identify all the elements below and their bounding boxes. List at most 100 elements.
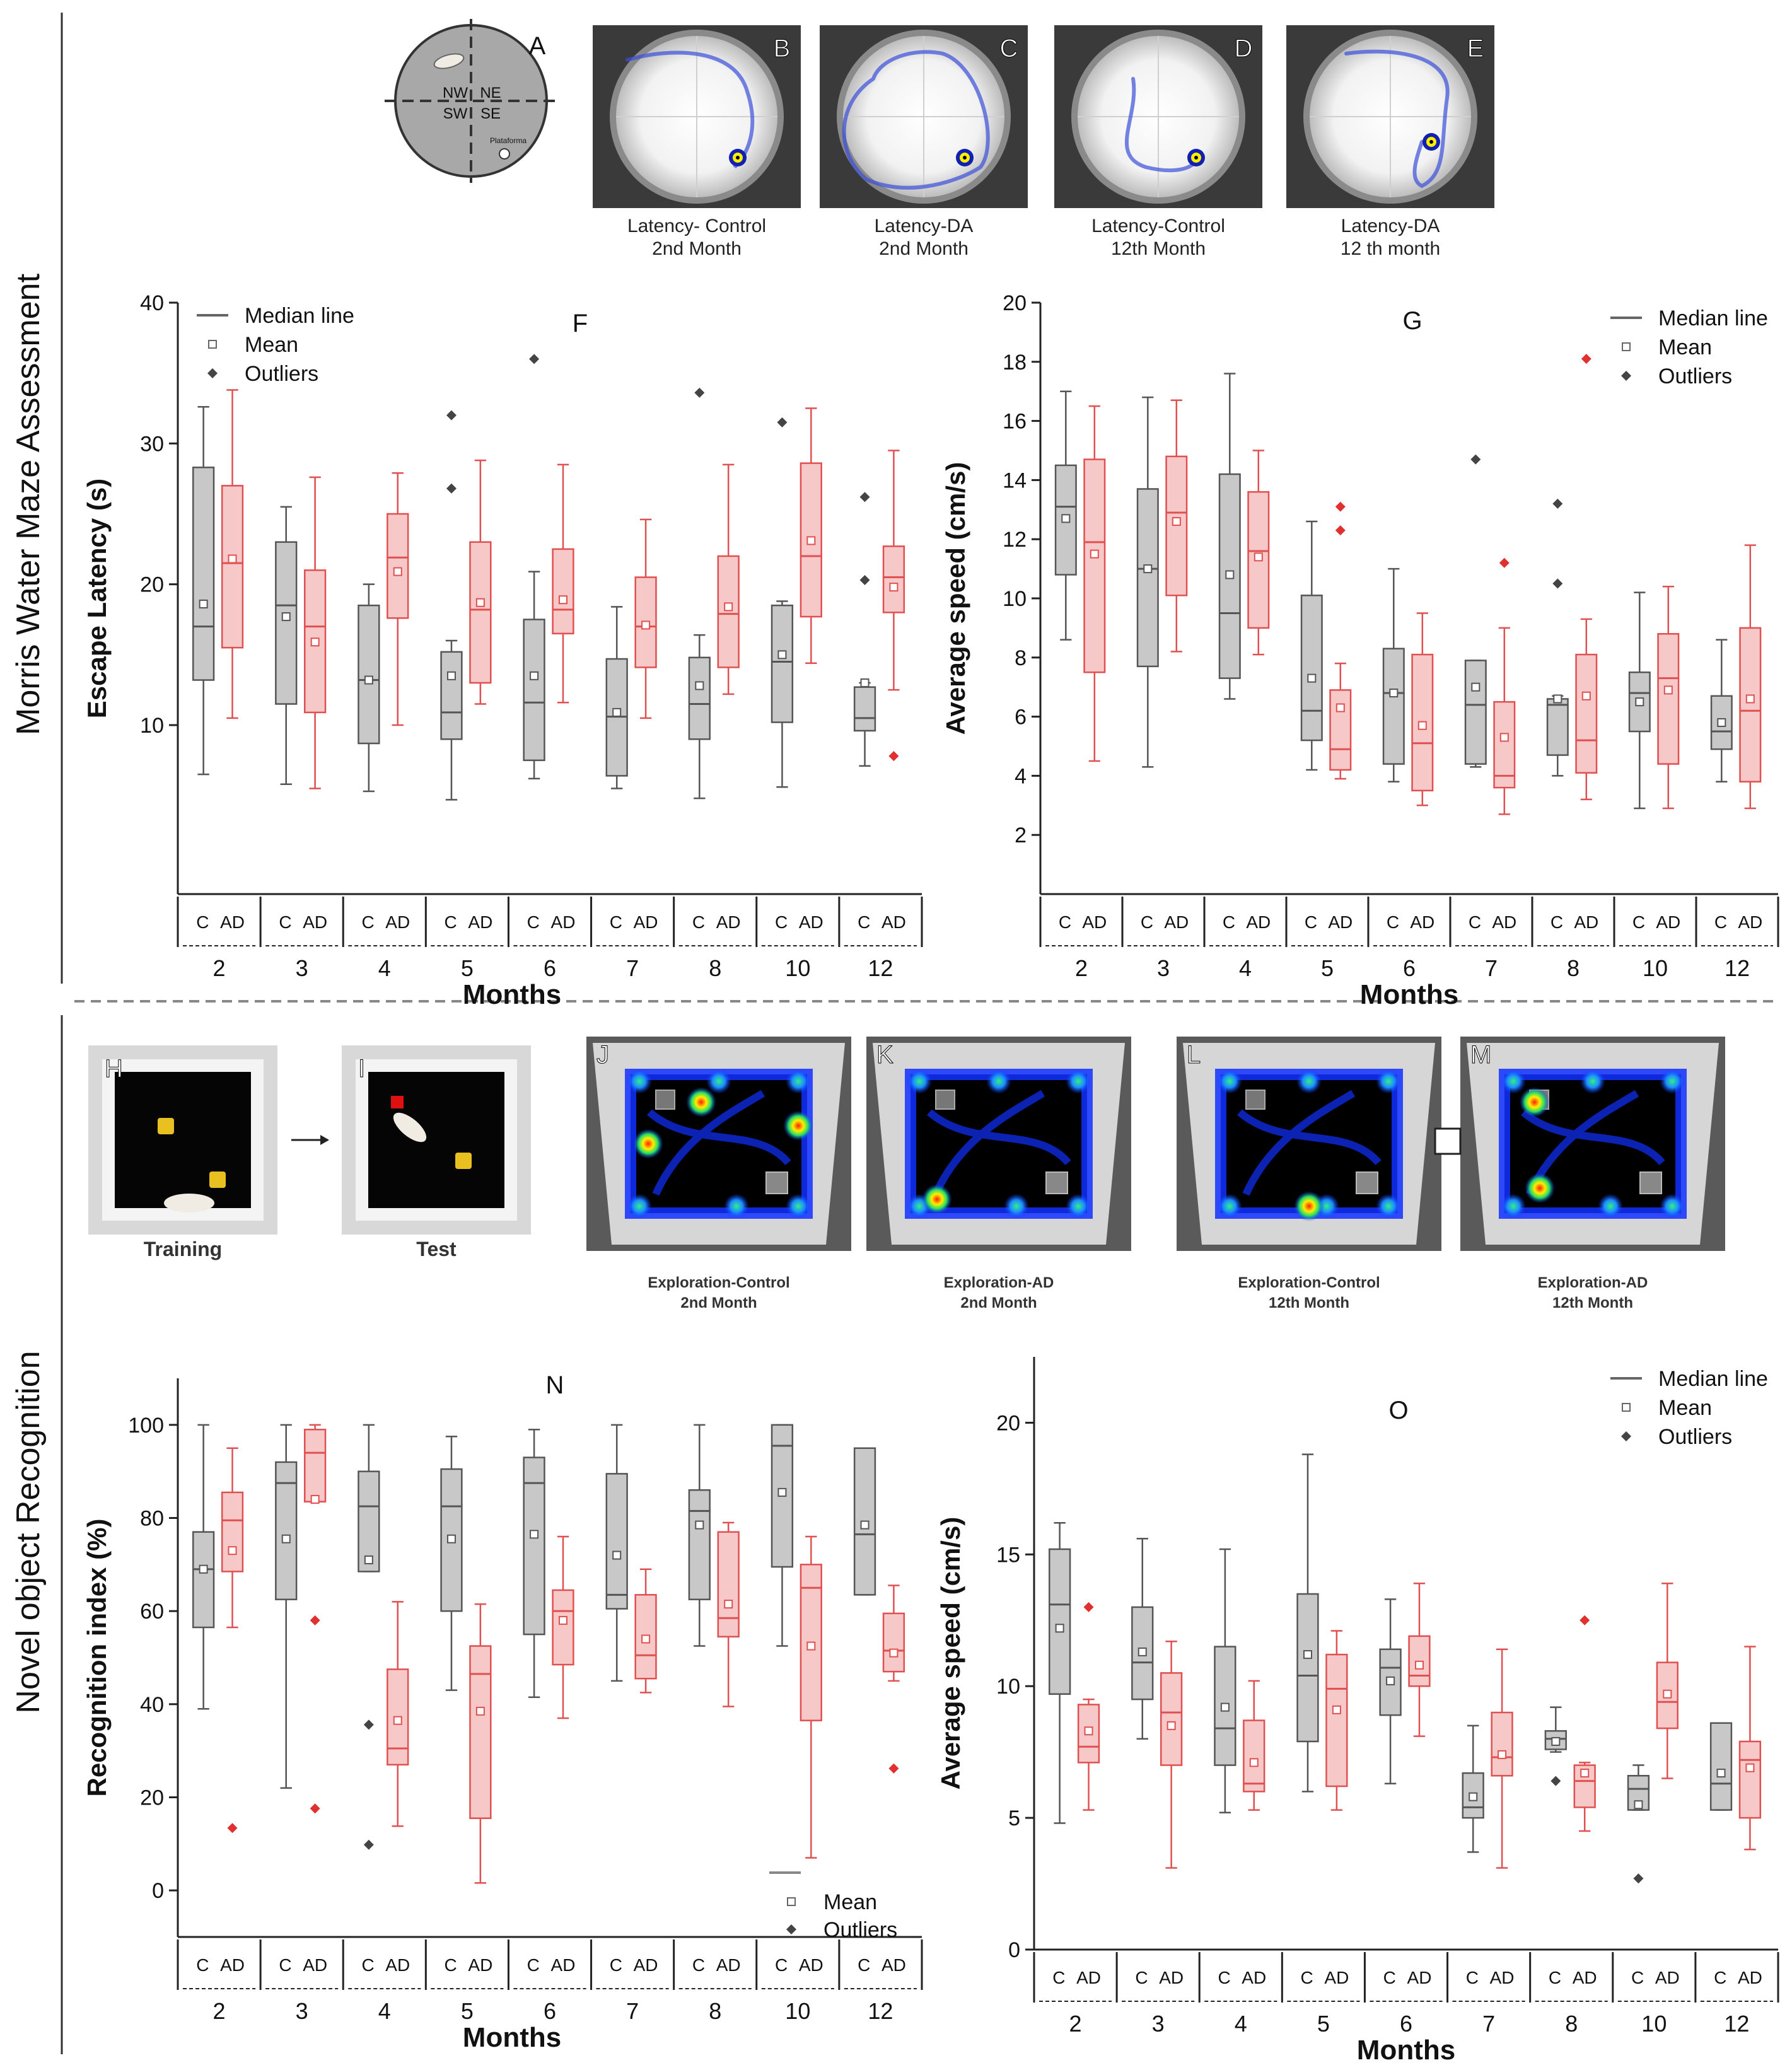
- chart-o: 0 5 10 15 20 Average speed (cm/s) O C AD 2 C AD 3 C AD…: [936, 1357, 1779, 2066]
- box-ad-2: [1083, 405, 1106, 762]
- box-iqr: [275, 1461, 298, 1600]
- x-axis-label: Months: [1360, 979, 1458, 1010]
- swim-path: [1124, 77, 1198, 173]
- mean-marker: [1745, 694, 1755, 704]
- legend-label: Outliers: [1658, 1425, 1732, 1449]
- x-tick-label: 12: [868, 1998, 893, 2024]
- group-label-c: C: [1632, 912, 1645, 932]
- heat-hotspot: [922, 1184, 952, 1214]
- track-caption-line2: 12th Month: [1111, 238, 1206, 259]
- mean-marker: [777, 650, 787, 660]
- box-iqr: [304, 1428, 327, 1503]
- chart-title: O: [1388, 1397, 1408, 1424]
- y-tick-label: 2: [1015, 823, 1027, 847]
- heatmap-caption-line1: Exploration-AD: [944, 1274, 1054, 1291]
- legend: Median line Mean Outliers: [197, 304, 354, 386]
- group-label-c: C: [1305, 912, 1317, 932]
- x-tick-label: 4: [378, 955, 391, 981]
- box-iqr: [358, 1470, 380, 1573]
- platform-marker-core: [1194, 156, 1198, 160]
- mean-marker: [393, 567, 402, 576]
- mean-marker: [695, 681, 704, 690]
- track-caption-line1: Latency- Control: [627, 216, 766, 236]
- y-tick-label: 10: [996, 1675, 1020, 1699]
- group-label-c: C: [1551, 912, 1563, 932]
- outlier-marker: [446, 410, 457, 421]
- box-ad-2: [1077, 1602, 1100, 1811]
- box-iqr: [882, 545, 905, 613]
- quadrant-sw: SW: [443, 105, 468, 122]
- box-iqr: [717, 1531, 740, 1638]
- object-familiar: [935, 1090, 955, 1110]
- group-label-c: C: [1218, 1968, 1230, 1987]
- y-tick-label: 0: [1008, 1938, 1020, 1962]
- nor-photos: H Training I Test: [88, 1045, 531, 1260]
- y-axis-label: Recognition index (%): [82, 1519, 112, 1797]
- heatmap-k: K Exploration-AD 2nd Month: [866, 1037, 1131, 1311]
- heatmap-j: J Exploration-Control 2nd Month: [586, 1037, 851, 1311]
- nor-photo-h: H Training: [88, 1045, 277, 1260]
- exploration-trace: [1237, 1090, 1382, 1196]
- mean-marker: [1303, 1650, 1312, 1660]
- x-tick-label: 2: [1075, 955, 1088, 981]
- box-c-3: [1131, 1538, 1154, 1740]
- outlier-marker: [1083, 1602, 1094, 1612]
- legend-label: Outliers: [245, 362, 318, 386]
- quadrant-ne: NE: [480, 84, 501, 102]
- box-ad-5: [1329, 501, 1352, 780]
- box-c-8: [688, 1424, 711, 1647]
- heatmap-caption-line2: 12th Month: [1552, 1294, 1633, 1311]
- outlier-marker: [1335, 525, 1346, 536]
- outlier-marker: [859, 492, 870, 503]
- group-label-c: C: [196, 912, 209, 932]
- group-label-c: C: [1387, 912, 1399, 932]
- group-label-ad: AD: [385, 1955, 410, 1975]
- object-cube: [158, 1118, 174, 1134]
- box-c-2: [1054, 390, 1077, 641]
- group-label-ad: AD: [1242, 1968, 1266, 1987]
- mean-marker: [1471, 682, 1481, 692]
- legend-mean-swatch: [1622, 1403, 1631, 1412]
- y-axis-label: Average speed (cm/s): [936, 1517, 965, 1790]
- group-label-c: C: [1469, 912, 1481, 932]
- group-label-c: C: [1383, 1968, 1396, 1987]
- mean-marker: [612, 707, 622, 717]
- box-c-6: [1379, 1598, 1402, 1785]
- object-cube: [455, 1153, 472, 1169]
- heatmap-images: J Exploration-Control 2nd Month K Exploratio…: [586, 1037, 1725, 1311]
- x-tick-label: 12: [868, 955, 893, 981]
- heat-spot: [1501, 1069, 1526, 1094]
- outlier-marker: [859, 574, 870, 585]
- mean-marker: [1663, 1689, 1672, 1699]
- heat-spot: [907, 1069, 932, 1094]
- box-iqr: [275, 541, 298, 705]
- outlier-marker: [1580, 1615, 1590, 1625]
- box-ad-7: [1493, 557, 1516, 815]
- x-tick-label: 3: [296, 1998, 308, 2024]
- box-iqr: [1628, 672, 1651, 733]
- track-caption-line1: Latency-DA: [1341, 216, 1440, 236]
- box-iqr: [1739, 627, 1762, 783]
- group-label-c: C: [1631, 1968, 1644, 1987]
- mean-marker: [310, 637, 320, 647]
- mean-marker: [860, 1520, 870, 1530]
- box-c-2: [192, 1424, 215, 1710]
- photo-caption: Test: [416, 1238, 457, 1260]
- box-iqr: [688, 656, 711, 740]
- outlier-marker: [1552, 578, 1563, 589]
- group-label-c: C: [1223, 912, 1235, 932]
- mean-marker: [1551, 1736, 1561, 1746]
- group-label-c: C: [1466, 1968, 1479, 1987]
- box-iqr: [853, 686, 876, 732]
- heat-spot: [1066, 1194, 1091, 1219]
- mean-marker: [1332, 1705, 1341, 1714]
- object-novel: [1045, 1172, 1068, 1194]
- group-label-c: C: [1301, 1968, 1313, 1987]
- heat-spot: [724, 1194, 749, 1219]
- group-label-c: C: [279, 912, 291, 932]
- group-label-c: C: [775, 912, 788, 932]
- heat-hotspot: [783, 1110, 813, 1141]
- x-tick-label: 8: [709, 1998, 721, 2024]
